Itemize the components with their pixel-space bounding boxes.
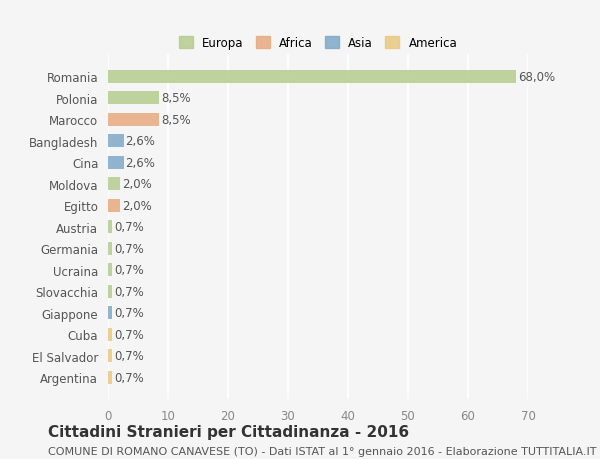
Text: 0,7%: 0,7% (114, 285, 144, 298)
Text: 0,7%: 0,7% (114, 328, 144, 341)
Bar (108, 157, 124, 169)
Text: 0,7%: 0,7% (114, 263, 144, 277)
Bar (108, 92, 159, 105)
Text: 0,7%: 0,7% (114, 242, 144, 255)
Text: 8,5%: 8,5% (161, 113, 190, 127)
Bar (108, 221, 112, 234)
Bar (108, 199, 120, 212)
Bar (108, 242, 112, 255)
Text: 2,6%: 2,6% (125, 135, 155, 148)
Bar (108, 371, 112, 384)
Text: 0,7%: 0,7% (114, 307, 144, 319)
Text: 2,6%: 2,6% (125, 157, 155, 169)
Text: Cittadini Stranieri per Cittadinanza - 2016: Cittadini Stranieri per Cittadinanza - 2… (48, 424, 409, 439)
Bar (108, 307, 112, 319)
Bar (108, 349, 112, 362)
Text: 2,0%: 2,0% (122, 178, 152, 191)
Bar (108, 135, 124, 148)
Bar (108, 113, 159, 127)
Bar (108, 71, 516, 84)
Text: 0,7%: 0,7% (114, 371, 144, 384)
Bar (108, 328, 112, 341)
Text: 0,7%: 0,7% (114, 221, 144, 234)
Text: 2,0%: 2,0% (122, 199, 152, 212)
Bar (108, 263, 112, 276)
Legend: Europa, Africa, Asia, America: Europa, Africa, Asia, America (175, 34, 461, 54)
Bar (108, 285, 112, 298)
Bar (108, 178, 120, 191)
Text: 8,5%: 8,5% (161, 92, 190, 105)
Text: 0,7%: 0,7% (114, 349, 144, 362)
Text: COMUNE DI ROMANO CANAVESE (TO) - Dati ISTAT al 1° gennaio 2016 - Elaborazione TU: COMUNE DI ROMANO CANAVESE (TO) - Dati IS… (48, 447, 596, 456)
Text: 68,0%: 68,0% (518, 71, 555, 84)
